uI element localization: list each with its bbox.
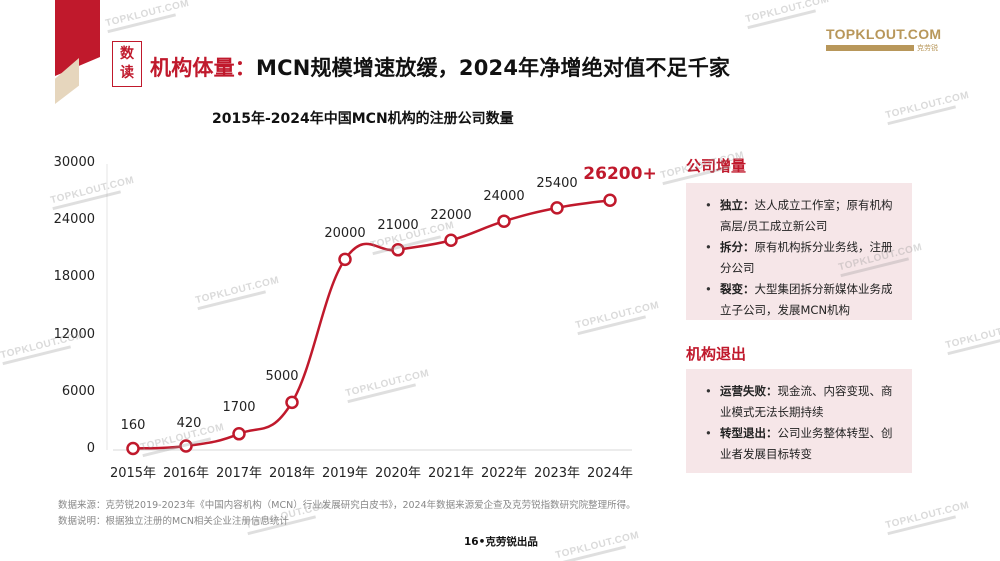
list-item: 运营失败：现金流、内容变现、商业模式无法长期持续 xyxy=(700,381,898,423)
data-label: 160 xyxy=(120,418,146,434)
series-markers xyxy=(126,193,617,456)
y-tick-label: 30000 xyxy=(53,155,95,170)
growth-list: 独立：达人成立工作室；原有机构高层/员工成立新公司拆分：原有机构拆分业务线，注册… xyxy=(700,195,898,321)
list-item-text: 原有机构拆分业务线，注册分公司 xyxy=(720,240,893,275)
data-label: 20000 xyxy=(324,226,366,242)
data-point-marker xyxy=(126,441,140,456)
chart-title: 2015年-2024年中国MCN机构的注册公司数量 xyxy=(212,111,514,127)
data-point-marker xyxy=(603,193,617,207)
logo-tagline-bar xyxy=(826,45,914,51)
brand-logo: TOPKLOUT.COM 克劳锐 xyxy=(826,26,942,53)
data-point-marker xyxy=(179,439,193,453)
x-tick-label: 2016年 xyxy=(162,466,210,481)
list-item-keyword: 转型退出： xyxy=(720,426,778,440)
data-point-marker xyxy=(550,201,564,215)
highlight-data-label: 26200+ xyxy=(583,164,657,185)
y-tick-label: 6000 xyxy=(61,383,95,399)
x-tick-label: 2015年 xyxy=(109,466,157,481)
page-title-topic: 机构体量： xyxy=(150,56,256,80)
x-tick-label: 2024年 xyxy=(586,466,634,481)
y-tick-label: 18000 xyxy=(53,269,95,285)
x-tick-label: 2019年 xyxy=(321,466,369,481)
x-tick-label: 2020年 xyxy=(374,466,422,481)
logo-cn-name: 克劳锐 xyxy=(917,44,938,52)
badge-line-2: 读 xyxy=(120,65,134,81)
section-badge: 数 读 xyxy=(112,41,142,87)
data-point-marker xyxy=(338,252,352,267)
x-tick-label: 2021年 xyxy=(427,466,475,481)
data-point-marker xyxy=(444,233,458,248)
list-item-keyword: 运营失败： xyxy=(720,384,778,398)
list-item: 拆分：原有机构拆分业务线，注册分公司 xyxy=(700,237,898,279)
x-tick-label: 2022年 xyxy=(480,466,528,481)
data-label: 420 xyxy=(176,415,202,431)
y-tick-label: 24000 xyxy=(53,212,95,228)
page-number: 16•克劳锐出品 xyxy=(464,536,538,548)
data-point-marker xyxy=(497,214,511,228)
list-item-text: 公司业务整体转型、创业者发展目标转变 xyxy=(720,426,893,461)
series-line xyxy=(132,198,611,450)
growth-section-title: 公司增量 xyxy=(686,157,747,175)
data-description-note: 数据说明：根据独立注册的MCN相关企业注册信息统计 xyxy=(58,516,289,527)
list-item: 转型退出：公司业务整体转型、创业者发展目标转变 xyxy=(700,423,898,465)
growth-panel: 独立：达人成立工作室；原有机构高层/员工成立新公司拆分：原有机构拆分业务线，注册… xyxy=(686,183,912,320)
page-title: 机构体量：MCN规模增速放缓，2024年净增绝对值不足千家 xyxy=(150,52,730,82)
list-item-text: 达人成立工作室；原有机构高层/员工成立新公司 xyxy=(720,198,893,233)
logo-text: TOPKLOUT.COM xyxy=(826,26,942,42)
list-item-text: 大型集团拆分新媒体业务成立子公司，发展MCN机构 xyxy=(720,282,893,317)
page-title-statement: MCN规模增速放缓，2024年净增绝对值不足千家 xyxy=(256,56,731,80)
list-item-keyword: 裂变： xyxy=(720,282,755,296)
data-label: 22000 xyxy=(430,208,472,224)
x-tick-label: 2017年 xyxy=(215,466,263,481)
list-item-keyword: 独立： xyxy=(720,198,755,212)
data-point-marker xyxy=(232,427,246,441)
data-label: 24000 xyxy=(483,189,525,205)
exit-section-title: 机构退出 xyxy=(686,345,747,363)
data-label: 21000 xyxy=(377,217,419,233)
y-tick-label: 0 xyxy=(86,441,95,456)
list-item: 独立：达人成立工作室；原有机构高层/员工成立新公司 xyxy=(700,195,898,237)
data-point-marker xyxy=(285,395,299,410)
list-item-text: 现金流、内容变现、商业模式无法长期持续 xyxy=(720,384,893,419)
list-item: 裂变：大型集团拆分新媒体业务成立子公司，发展MCN机构 xyxy=(700,279,898,321)
data-label: 5000 xyxy=(265,369,299,385)
badge-line-1: 数 xyxy=(120,46,134,62)
exit-list: 运营失败：现金流、内容变现、商业模式无法长期持续转型退出：公司业务整体转型、创业… xyxy=(700,381,898,465)
data-point-marker xyxy=(391,243,405,257)
y-tick-label: 12000 xyxy=(53,326,95,342)
data-label: 1700 xyxy=(222,399,256,415)
list-item-keyword: 拆分： xyxy=(720,240,755,254)
x-tick-label: 2023年 xyxy=(533,466,581,481)
data-label: 25400 xyxy=(536,175,578,191)
data-source-note: 数据来源：克劳锐2019-2023年《中国内容机构（MCN）行业发展研究白皮书》… xyxy=(58,500,636,511)
exit-panel: 运营失败：现金流、内容变现、商业模式无法长期持续转型退出：公司业务整体转型、创业… xyxy=(686,369,912,473)
x-tick-label: 2018年 xyxy=(268,466,316,481)
